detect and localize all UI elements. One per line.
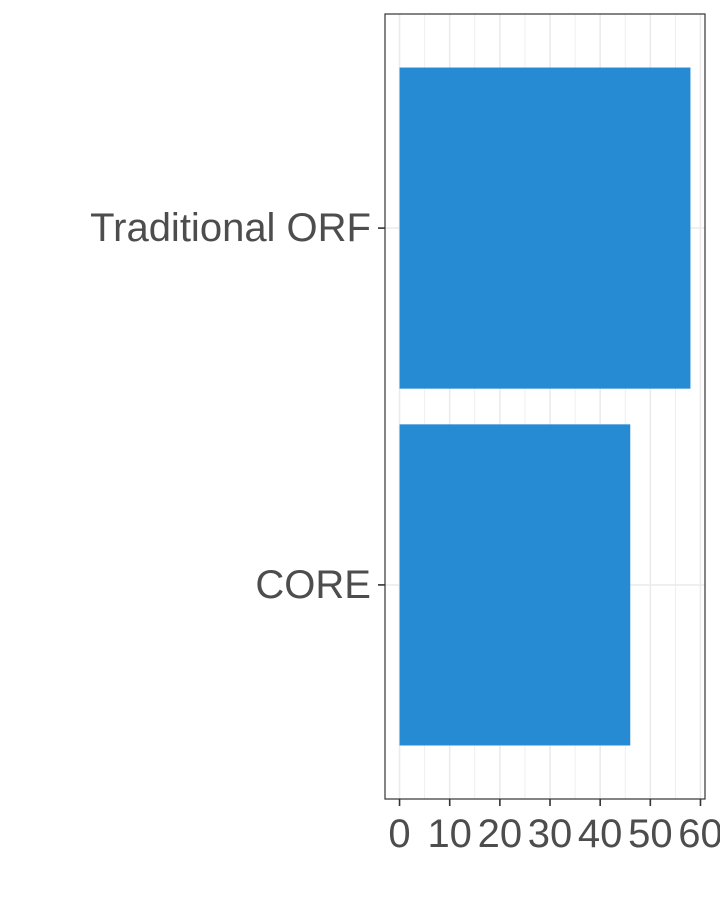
y-tick-label-traditional-orf: Traditional ORF [90, 206, 371, 250]
x-tick-label-10: 10 [427, 812, 472, 856]
panel-border [384, 13, 706, 800]
bars [399, 67, 691, 746]
x-tick-label-20: 20 [478, 812, 523, 856]
x-tick-label-60: 60 [678, 812, 720, 856]
bar-traditional-orf [399, 67, 691, 389]
x-tick-label-30: 30 [528, 812, 573, 856]
y-tick-label-core: CORE [255, 563, 371, 607]
x-tick-label-0: 0 [388, 812, 410, 856]
x-tick-label-40: 40 [578, 812, 623, 856]
bar-core [399, 424, 631, 746]
y-axis: Traditional ORF CORE [90, 206, 385, 607]
x-axis: 0 10 20 30 40 50 60 [388, 799, 720, 856]
x-tick-label-50: 50 [628, 812, 673, 856]
